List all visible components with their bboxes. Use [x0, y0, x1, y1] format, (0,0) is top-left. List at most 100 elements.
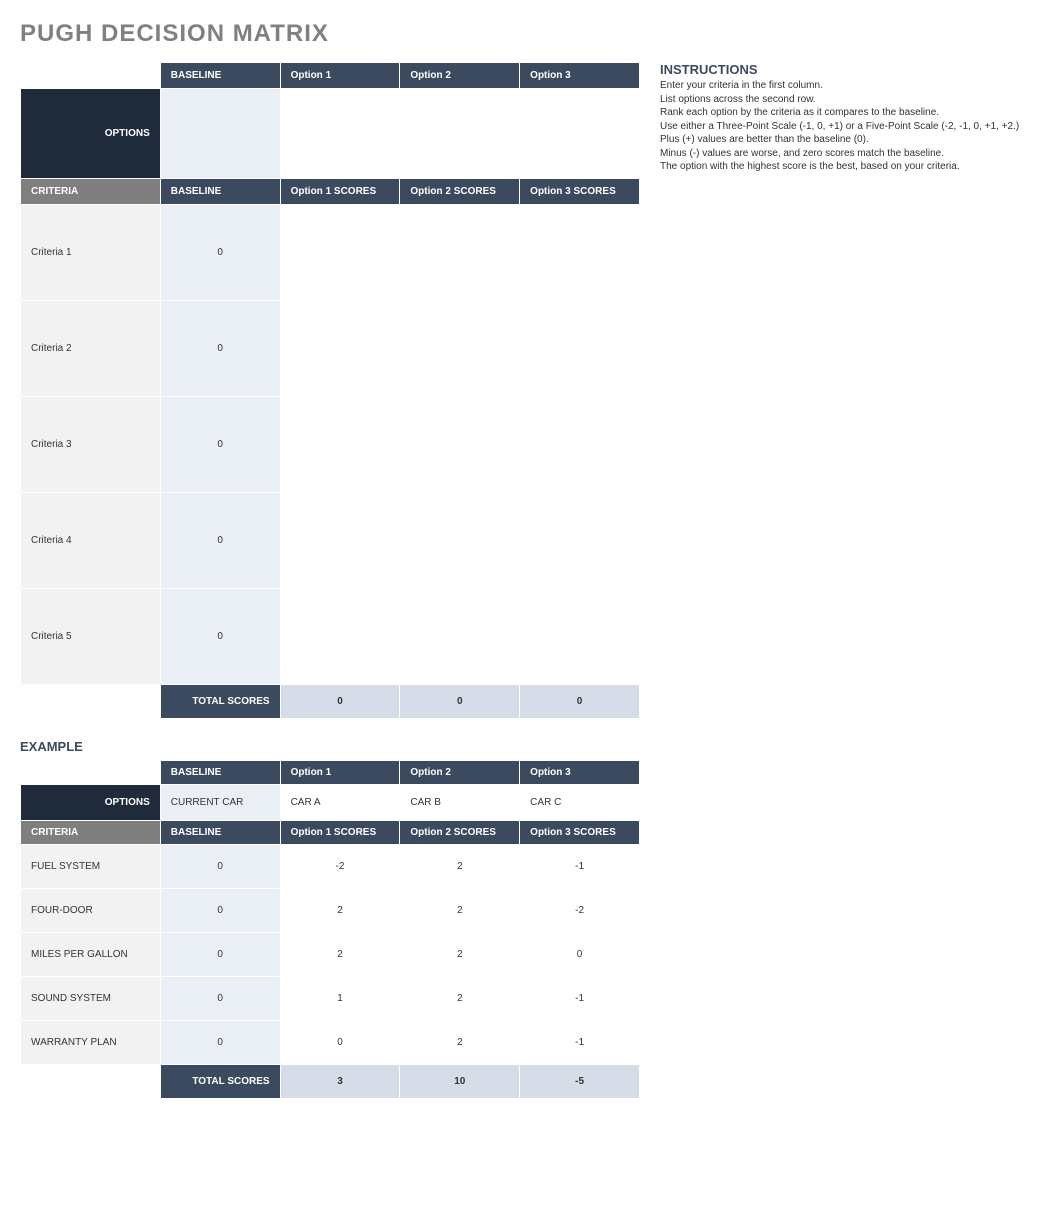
instructions-line: Enter your criteria in the first column.	[660, 79, 1035, 93]
score-header: BASELINE	[160, 179, 280, 205]
score-cell[interactable]	[520, 205, 640, 301]
baseline-cell: 0	[160, 301, 280, 397]
option-value-cell: CAR A	[280, 785, 400, 821]
score-cell: 0	[280, 1021, 400, 1065]
totals-value: -5	[520, 1065, 640, 1099]
score-cell[interactable]	[400, 397, 520, 493]
score-cell[interactable]	[280, 205, 400, 301]
score-cell[interactable]	[520, 397, 640, 493]
score-cell[interactable]	[400, 589, 520, 685]
score-cell: -2	[280, 845, 400, 889]
score-cell[interactable]	[400, 493, 520, 589]
score-cell: 2	[400, 977, 520, 1021]
option-header: BASELINE	[160, 63, 280, 89]
option-header: Option 1	[280, 761, 400, 785]
option-value-cell: CAR B	[400, 785, 520, 821]
page-title: PUGH DECISION MATRIX	[20, 20, 1035, 48]
baseline-cell: 0	[160, 889, 280, 933]
criteria-label-cell: MILES PER GALLON	[21, 933, 161, 977]
option-value-cell[interactable]	[400, 89, 520, 179]
instructions-line: Minus (-) values are worse, and zero sco…	[660, 147, 1035, 161]
option-header: Option 1	[280, 63, 400, 89]
criteria-label-cell[interactable]: Criteria 1	[21, 205, 161, 301]
baseline-cell: 0	[160, 1021, 280, 1065]
totals-label: TOTAL SCORES	[160, 1065, 280, 1099]
criteria-label-cell[interactable]: Criteria 2	[21, 301, 161, 397]
options-label: OPTIONS	[21, 785, 161, 821]
instructions-line: Use either a Three-Point Scale (-1, 0, +…	[660, 120, 1035, 134]
instructions-line: Plus (+) values are better than the base…	[660, 133, 1035, 147]
criteria-label-cell[interactable]: Criteria 4	[21, 493, 161, 589]
score-cell[interactable]	[280, 493, 400, 589]
criteria-label-cell: FUEL SYSTEM	[21, 845, 161, 889]
score-cell[interactable]	[520, 493, 640, 589]
option-header: Option 2	[400, 63, 520, 89]
option-header: Option 3	[520, 761, 640, 785]
score-cell: 2	[400, 845, 520, 889]
blank-corner	[21, 1065, 161, 1099]
baseline-cell: 0	[160, 397, 280, 493]
score-header: Option 1 SCORES	[280, 821, 400, 845]
score-cell[interactable]	[400, 301, 520, 397]
score-cell: 2	[280, 933, 400, 977]
option-value-cell: CURRENT CAR	[160, 785, 280, 821]
score-cell: 2	[400, 933, 520, 977]
criteria-header: CRITERIA	[21, 821, 161, 845]
option-value-cell[interactable]	[280, 89, 400, 179]
score-header: BASELINE	[160, 821, 280, 845]
score-cell: 2	[400, 889, 520, 933]
score-cell[interactable]	[520, 301, 640, 397]
instructions-line: The option with the highest score is the…	[660, 160, 1035, 174]
score-cell: 2	[280, 889, 400, 933]
baseline-cell: 0	[160, 845, 280, 889]
option-header: BASELINE	[160, 761, 280, 785]
score-cell[interactable]	[280, 397, 400, 493]
blank-corner	[21, 63, 161, 89]
baseline-cell: 0	[160, 205, 280, 301]
instructions-line: List options across the second row.	[660, 93, 1035, 107]
totals-value: 0	[400, 685, 520, 719]
options-label: OPTIONS	[21, 89, 161, 179]
baseline-cell: 0	[160, 977, 280, 1021]
score-cell[interactable]	[280, 301, 400, 397]
score-cell[interactable]	[280, 589, 400, 685]
score-header: Option 2 SCORES	[400, 179, 520, 205]
instructions-body: Enter your criteria in the first column.…	[660, 79, 1035, 174]
totals-value: 10	[400, 1065, 520, 1099]
instructions-panel: INSTRUCTIONS Enter your criteria in the …	[660, 62, 1035, 174]
baseline-cell: 0	[160, 493, 280, 589]
instructions-title: INSTRUCTIONS	[660, 62, 1035, 77]
blank-corner	[21, 685, 161, 719]
score-cell[interactable]	[400, 205, 520, 301]
score-cell: -2	[520, 889, 640, 933]
totals-value: 0	[520, 685, 640, 719]
matrix-example: BASELINEOption 1Option 2Option 3OPTIONSC…	[20, 760, 640, 1099]
score-cell: 0	[520, 933, 640, 977]
example-heading: EXAMPLE	[20, 739, 1035, 754]
score-cell[interactable]	[520, 589, 640, 685]
criteria-label-cell: SOUND SYSTEM	[21, 977, 161, 1021]
score-cell: -1	[520, 1021, 640, 1065]
score-header: Option 1 SCORES	[280, 179, 400, 205]
instructions-line: Rank each option by the criteria as it c…	[660, 106, 1035, 120]
option-value-cell[interactable]	[160, 89, 280, 179]
option-header: Option 2	[400, 761, 520, 785]
score-header: Option 3 SCORES	[520, 821, 640, 845]
criteria-label-cell[interactable]: Criteria 5	[21, 589, 161, 685]
baseline-cell: 0	[160, 589, 280, 685]
criteria-label-cell[interactable]: Criteria 3	[21, 397, 161, 493]
blank-corner	[21, 761, 161, 785]
matrix-main: BASELINEOption 1Option 2Option 3OPTIONSC…	[20, 62, 640, 719]
criteria-header: CRITERIA	[21, 179, 161, 205]
criteria-label-cell: FOUR-DOOR	[21, 889, 161, 933]
totals-value: 0	[280, 685, 400, 719]
main-layout: BASELINEOption 1Option 2Option 3OPTIONSC…	[20, 62, 1035, 719]
option-value-cell[interactable]	[520, 89, 640, 179]
baseline-cell: 0	[160, 933, 280, 977]
score-header: Option 3 SCORES	[520, 179, 640, 205]
totals-label: TOTAL SCORES	[160, 685, 280, 719]
totals-value: 3	[280, 1065, 400, 1099]
option-value-cell: CAR C	[520, 785, 640, 821]
option-header: Option 3	[520, 63, 640, 89]
score-cell: 2	[400, 1021, 520, 1065]
